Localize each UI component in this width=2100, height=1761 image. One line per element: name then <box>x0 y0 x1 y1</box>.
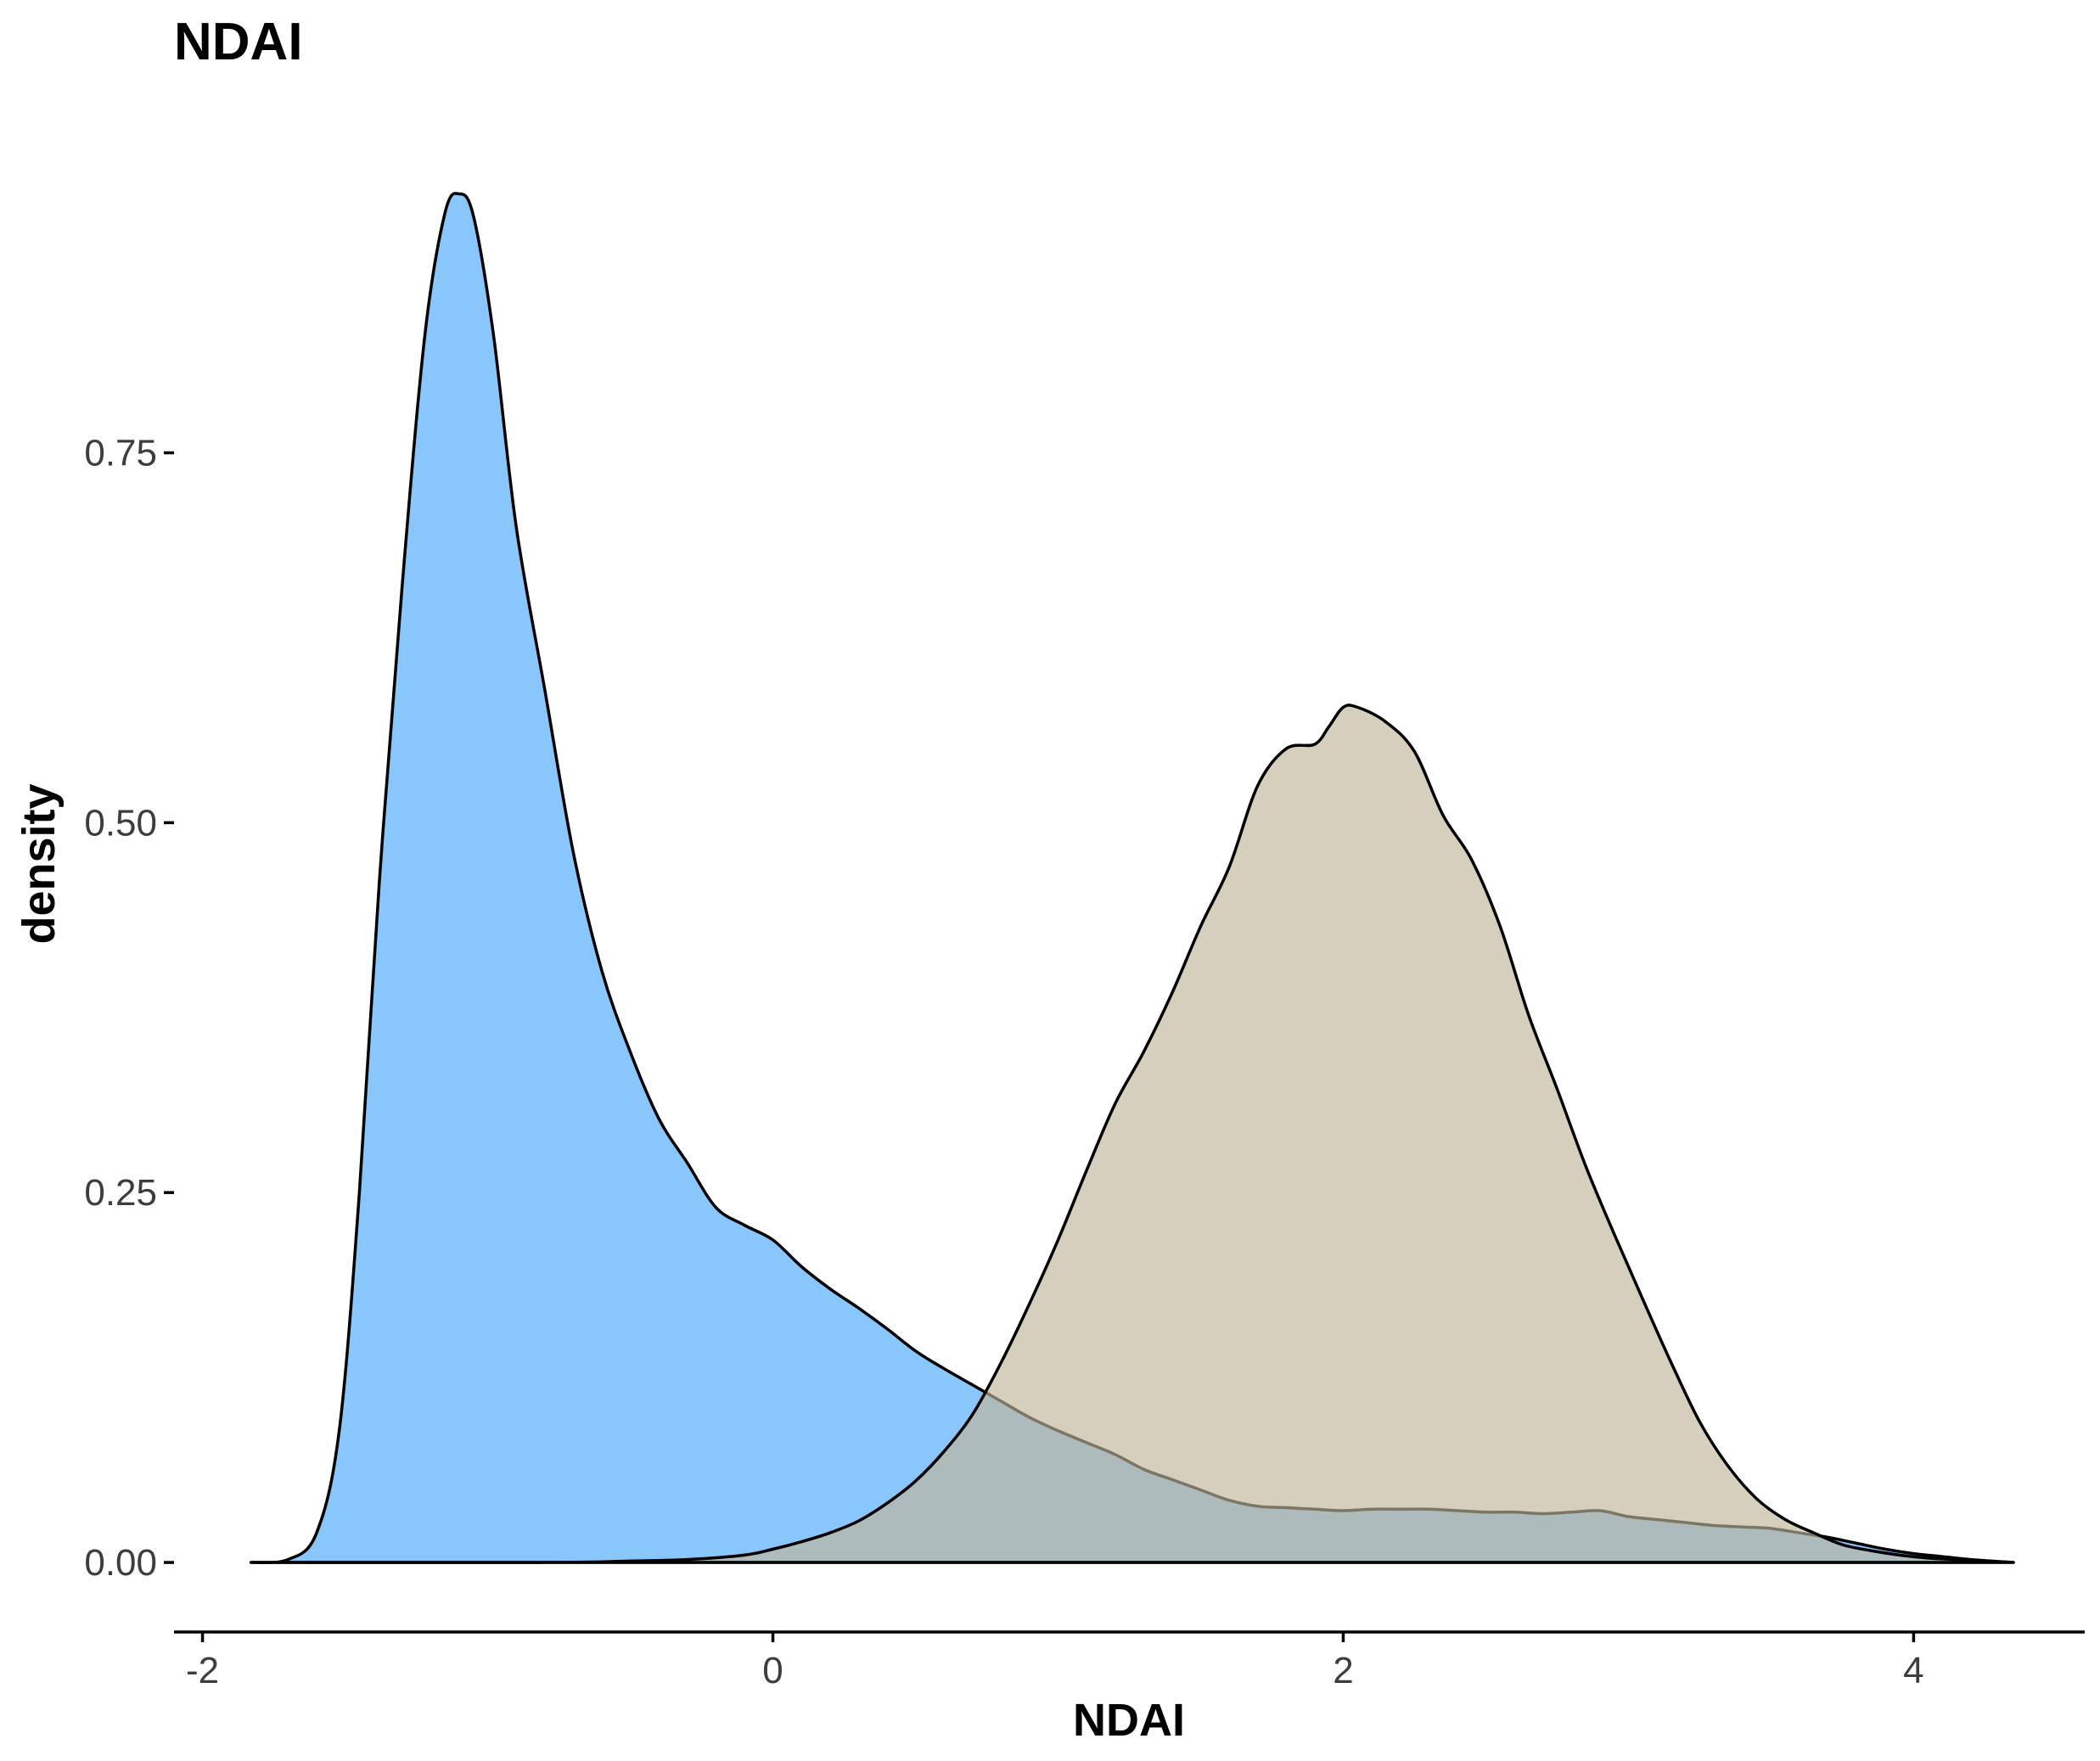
y-tick-label: 0.50 <box>84 802 157 844</box>
x-axis-ticks: -2 0 2 4 <box>186 1632 1924 1691</box>
density-curve-2 <box>249 704 2015 1564</box>
y-axis-ticks: 0.00 0.25 0.50 0.75 <box>84 433 174 1584</box>
y-tick-label: 0.75 <box>84 433 157 474</box>
y-axis-title: density <box>14 783 65 944</box>
density-series-layer <box>249 192 2015 1565</box>
x-tick-label: 2 <box>1333 1650 1353 1691</box>
x-tick-label: 0 <box>762 1650 783 1691</box>
x-axis-title: NDAI <box>1073 1695 1185 1746</box>
chart-title: NDAI <box>174 13 303 71</box>
y-tick-label: 0.00 <box>84 1542 157 1584</box>
x-tick-label: -2 <box>186 1650 219 1691</box>
x-tick-label: 4 <box>1903 1650 1923 1691</box>
y-tick-label: 0.25 <box>84 1172 157 1214</box>
